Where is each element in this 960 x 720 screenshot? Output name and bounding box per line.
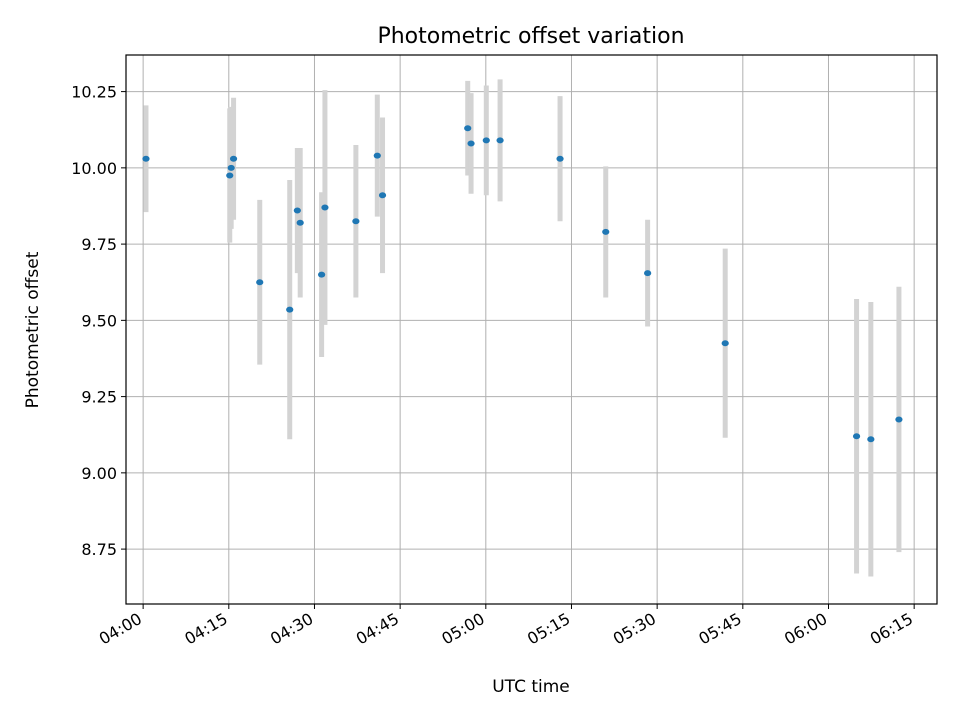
y-tick-label: 10.25 — [71, 83, 117, 102]
x-tick-label: 04:15 — [181, 609, 230, 649]
grid — [126, 55, 937, 604]
x-tick-label: 05:30 — [610, 609, 659, 649]
y-axis-label: Photometric offset — [23, 251, 43, 408]
data-point — [852, 433, 861, 440]
data-point — [293, 207, 301, 214]
x-tick-label: 04:00 — [96, 609, 145, 649]
data-point — [895, 416, 903, 423]
data-point — [373, 152, 381, 159]
x-tick-label: 05:00 — [438, 609, 487, 649]
x-tick-label: 06:15 — [867, 609, 916, 649]
x-tick-label: 04:30 — [267, 609, 316, 649]
data-point — [867, 436, 875, 443]
chart-title: Photometric offset variation — [377, 24, 684, 49]
data-point — [721, 340, 729, 347]
data-point — [644, 270, 652, 277]
x-tick-label: 05:15 — [524, 609, 573, 649]
y-tick-label: 9.25 — [81, 388, 117, 407]
data-point — [229, 155, 238, 162]
x-tick-label: 04:45 — [353, 609, 402, 649]
plot-frame — [125, 54, 938, 605]
data-point — [467, 140, 475, 147]
y-tick-label: 10.00 — [71, 159, 117, 178]
data-point — [352, 218, 360, 225]
data-point — [464, 125, 472, 132]
data-point — [296, 219, 304, 226]
data-point — [321, 204, 329, 211]
error-bars — [143, 79, 902, 577]
data-points — [142, 125, 903, 443]
data-point — [482, 137, 490, 144]
data-point — [378, 192, 387, 199]
data-point — [256, 279, 264, 286]
data-point — [496, 137, 504, 144]
x-tick-label: 06:00 — [781, 609, 830, 649]
x-axis-label: UTC time — [492, 677, 570, 697]
y-tick-label: 9.50 — [81, 311, 117, 330]
data-point — [227, 164, 235, 171]
y-axis-ticks: 8.75 9.00 9.25 9.50 9.75 10.00 10.25 — [71, 83, 126, 559]
data-point — [226, 172, 234, 179]
data-point — [602, 228, 610, 235]
y-tick-label: 8.75 — [81, 540, 117, 559]
y-tick-label: 9.75 — [81, 235, 117, 254]
data-point — [318, 271, 326, 278]
data-point — [142, 155, 150, 162]
x-tick-label: 05:45 — [695, 609, 744, 649]
data-point — [286, 306, 294, 313]
x-axis-ticks: 04:00 04:15 04:30 04:45 05:00 05:15 05:30 05:45… — [96, 604, 916, 649]
y-tick-label: 9.00 — [81, 464, 117, 483]
data-point — [556, 155, 564, 162]
